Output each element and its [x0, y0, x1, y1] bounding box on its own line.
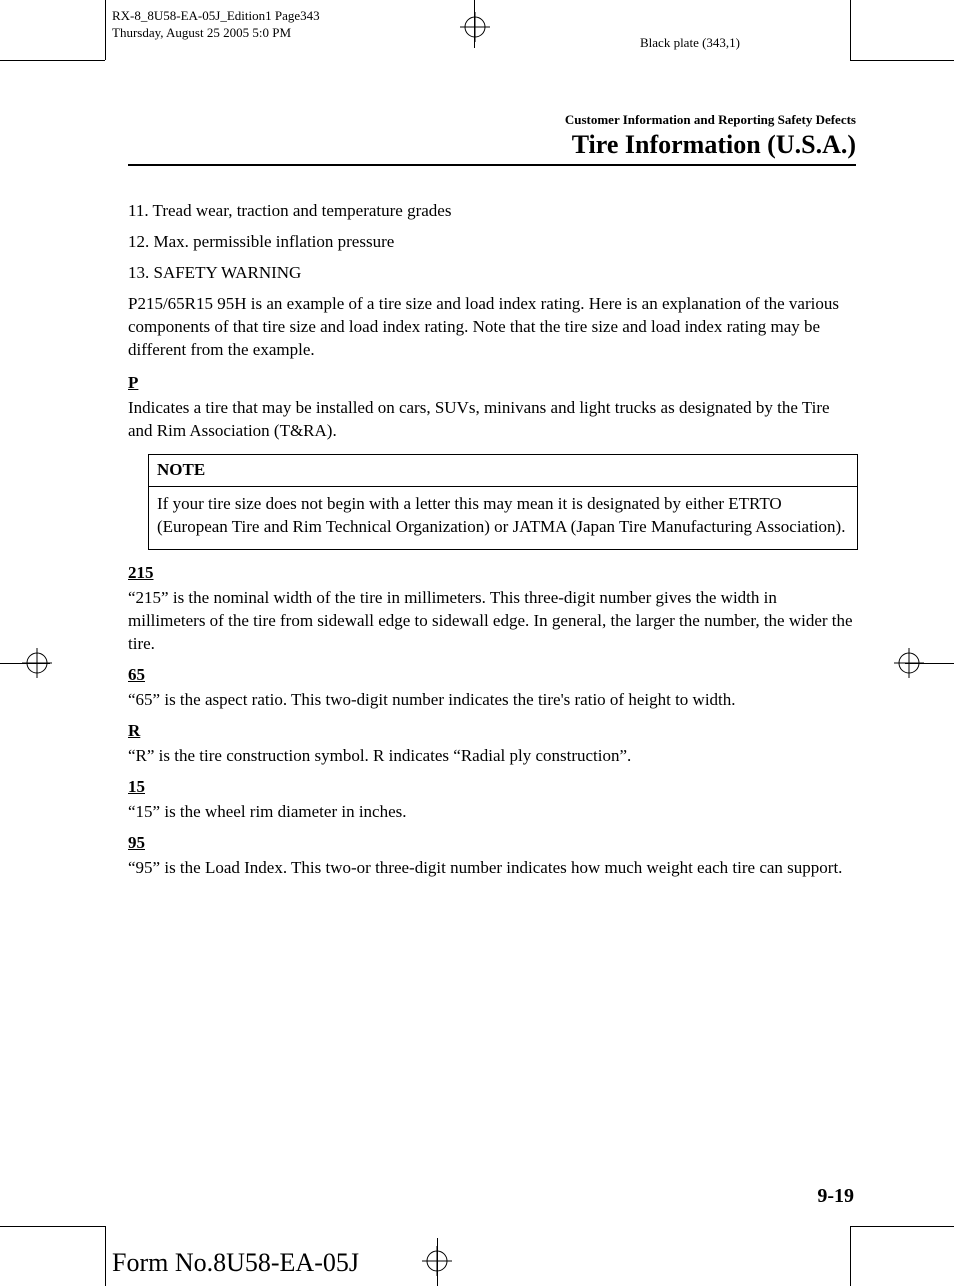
doc-id-line1: RX-8_8U58-EA-05J_Edition1 Page343	[112, 8, 320, 25]
def-body-95: “95” is the Load Index. This two-or thre…	[128, 857, 856, 880]
note-body: If your tire size does not begin with a …	[149, 487, 857, 549]
def-body-15: “15” is the wheel rim diameter in inches…	[128, 801, 856, 824]
crop-mark	[105, 0, 106, 60]
def-body-p: Indicates a tire that may be installed o…	[128, 397, 856, 443]
list-item: 12. Max. permissible inflation pressure	[128, 231, 856, 254]
crop-mark	[105, 1226, 106, 1286]
registration-mark-icon	[22, 648, 52, 678]
section-title-small: Customer Information and Reporting Safet…	[128, 112, 856, 128]
crop-mark	[0, 60, 105, 61]
def-body-215: “215” is the nominal width of the tire i…	[128, 587, 856, 656]
doc-id-line2: Thursday, August 25 2005 5:0 PM	[112, 25, 320, 42]
registration-mark-icon	[422, 1246, 452, 1276]
crop-mark	[850, 60, 954, 61]
crop-mark	[850, 1226, 954, 1227]
def-heading-r: R	[128, 720, 856, 743]
def-heading-65: 65	[128, 664, 856, 687]
page-header: Customer Information and Reporting Safet…	[128, 112, 856, 166]
note-box: NOTE If your tire size does not begin wi…	[148, 454, 858, 550]
def-body-65: “65” is the aspect ratio. This two-digit…	[128, 689, 856, 712]
list-item: 13. SAFETY WARNING	[128, 262, 856, 285]
intro-paragraph: P215/65R15 95H is an example of a tire s…	[128, 293, 856, 362]
crop-mark	[850, 0, 851, 60]
registration-mark-icon	[460, 12, 490, 42]
crop-mark	[0, 1226, 105, 1227]
registration-mark-icon	[894, 648, 924, 678]
page-content: 11. Tread wear, traction and temperature…	[128, 200, 856, 888]
black-plate-label: Black plate (343,1)	[640, 35, 740, 51]
def-heading-15: 15	[128, 776, 856, 799]
page-number: 9-19	[817, 1185, 854, 1208]
def-heading-p: P	[128, 372, 856, 395]
note-title: NOTE	[149, 455, 857, 487]
def-heading-95: 95	[128, 832, 856, 855]
crop-mark	[850, 1226, 851, 1286]
form-number: Form No.8U58-EA-05J	[112, 1248, 359, 1278]
document-id-block: RX-8_8U58-EA-05J_Edition1 Page343 Thursd…	[112, 8, 320, 42]
def-body-r: “R” is the tire construction symbol. R i…	[128, 745, 856, 768]
def-heading-215: 215	[128, 562, 856, 585]
section-title-large: Tire Information (U.S.A.)	[128, 130, 856, 160]
list-item: 11. Tread wear, traction and temperature…	[128, 200, 856, 223]
